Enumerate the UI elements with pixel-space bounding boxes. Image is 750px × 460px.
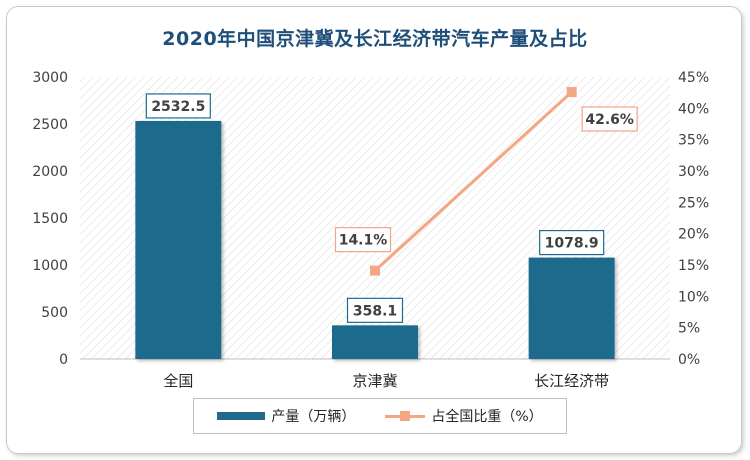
data-label-box <box>346 297 404 323</box>
legend-item-line: 占全国比重（%） <box>385 406 543 426</box>
legend-line-label: 占全国比重（%） <box>431 409 543 425</box>
bar-data-label: 2532.5 <box>145 93 211 119</box>
y-left-tick-label: 3000 <box>32 70 68 86</box>
y-right-tick-label: 10% <box>678 289 709 305</box>
line-point-marker <box>566 87 577 98</box>
legend-line-swatch <box>385 411 426 421</box>
y-right-tick-label: 45% <box>678 70 709 86</box>
line-data-label: 42.6% <box>581 106 638 132</box>
data-label-text: 1078.9 <box>545 236 599 252</box>
data-label-box <box>334 227 392 253</box>
y-right-tick-label: 5% <box>678 321 700 337</box>
y-left-tick-label: 2500 <box>32 117 68 133</box>
line-point-marker <box>370 265 380 276</box>
y-right-tick-label: 40% <box>678 101 709 117</box>
legend-bar-swatch <box>217 412 266 420</box>
y-left-tick-label: 2000 <box>32 164 68 180</box>
chart-title: 2020年中国京津冀及长江经济带汽车产量及占比 <box>162 28 588 50</box>
legend-item-bar: 产量（万辆） <box>217 406 355 426</box>
y-right-tick-label: 15% <box>678 258 709 274</box>
y-left-tick-label: 1500 <box>32 211 68 227</box>
y-right-tick-label: 30% <box>678 164 709 180</box>
data-label-text: 2532.5 <box>151 99 205 115</box>
x-category-label: 全国 <box>163 372 193 390</box>
data-label-box <box>539 229 605 256</box>
bar-data-label: 358.1 <box>346 297 404 323</box>
x-category-label: 长江经济带 <box>534 372 609 390</box>
data-label-box <box>145 93 211 119</box>
bar <box>528 257 615 359</box>
x-category-label: 京津冀 <box>352 372 397 390</box>
bar <box>135 120 222 359</box>
line-series-path <box>373 90 573 272</box>
bar-data-label: 1078.9 <box>539 229 605 256</box>
legend-bar-label: 产量（万辆） <box>271 409 356 425</box>
data-label-text: 14.1% <box>339 233 388 249</box>
y-right-tick-label: 0% <box>678 352 700 368</box>
y-right-tick-label: 25% <box>678 195 709 211</box>
bar <box>332 325 418 359</box>
y-left-tick-label: 1000 <box>32 258 68 274</box>
data-label-text: 42.6% <box>585 112 634 128</box>
y-right-tick-label: 20% <box>678 227 709 243</box>
y-left-tick-label: 0 <box>59 352 68 368</box>
legend: 产量（万辆） 占全国比重（%） <box>193 398 567 434</box>
data-label-text: 358.1 <box>353 303 397 319</box>
y-left-tick-label: 500 <box>41 305 68 321</box>
line-data-label: 14.1% <box>334 227 392 253</box>
data-label-box <box>581 106 638 132</box>
y-right-tick-label: 35% <box>678 133 709 149</box>
